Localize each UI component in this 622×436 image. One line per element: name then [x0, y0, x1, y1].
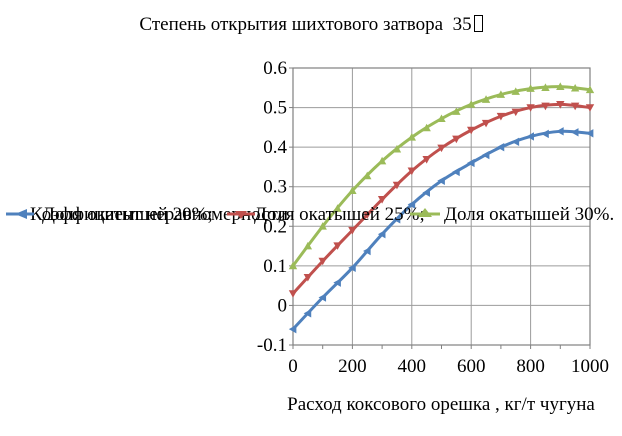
series-marker-triangle-left-icon — [511, 137, 520, 147]
series-marker-triangle-up-icon — [511, 87, 520, 95]
series-marker-triangle-down-icon — [437, 144, 446, 153]
series-marker-triangle-left-icon — [570, 128, 579, 137]
y-tick-label: 0.6 — [263, 58, 287, 79]
series-marker-triangle-left-icon — [363, 246, 371, 256]
series-marker-triangle-left-icon — [377, 230, 386, 239]
series-marker-triangle-up-icon — [363, 171, 372, 180]
series-marker-triangle-down-icon — [348, 226, 357, 235]
series-marker-triangle-left-icon — [303, 309, 312, 318]
series-marker-triangle-down-icon — [377, 196, 387, 204]
series-marker-triangle-up-icon — [437, 114, 446, 123]
series-marker-triangle-left-icon — [422, 188, 431, 197]
chart-title-row: Степень открытия шихтового затвора 35 — [0, 14, 622, 36]
series-marker-triangle-down-icon — [511, 108, 520, 117]
series-marker-triangle-up-icon — [422, 123, 431, 132]
legend-label-series-20: Доля окатышей 20%; — [42, 204, 213, 225]
legend-triangle-left-icon — [15, 209, 27, 219]
series-marker-triangle-left-icon — [541, 129, 549, 139]
y-tick-label: -0.1 — [257, 335, 287, 356]
series-marker-triangle-up-icon — [452, 107, 461, 115]
legend-marker-series-25 — [227, 211, 255, 219]
missing-glyph-icon — [473, 15, 483, 32]
series-marker-triangle-up-icon — [407, 133, 416, 141]
x-tick-label: 0 — [288, 356, 298, 377]
series-marker-triangle-up-icon — [570, 83, 580, 92]
series-marker-triangle-down-icon — [407, 167, 416, 176]
legend-triangle-down-icon — [235, 211, 247, 219]
series-line-30 — [291, 85, 592, 268]
legend-triangle-up-icon — [418, 208, 432, 217]
x-tick-label: 1000 — [571, 356, 609, 377]
series-marker-triangle-down-icon — [363, 211, 372, 220]
series-marker-triangle-up-icon — [288, 261, 298, 270]
series-marker-triangle-down-icon — [481, 119, 491, 128]
series-marker-triangle-left-icon — [392, 215, 401, 224]
series-marker-triangle-left-icon — [333, 278, 341, 287]
series-marker-triangle-down-icon — [467, 126, 476, 135]
series-marker-triangle-up-icon — [541, 83, 550, 91]
series-marker-triangle-up-icon — [333, 204, 342, 212]
y-tick-label: 0 — [278, 295, 288, 316]
series-marker-triangle-left-icon — [496, 142, 505, 152]
series-marker-triangle-down-icon — [526, 104, 535, 112]
series-marker-triangle-up-icon — [526, 84, 535, 92]
series-marker-triangle-left-icon — [407, 200, 416, 209]
series-marker-triangle-left-icon — [452, 167, 460, 177]
series-marker-triangle-left-icon — [437, 176, 445, 185]
x-axis-title: Расход коксового орешка , кг/т чугуна — [287, 394, 595, 415]
series-marker-triangle-left-icon — [481, 150, 490, 160]
series-marker-triangle-left-icon — [318, 293, 327, 302]
series-marker-triangle-down-icon — [333, 242, 342, 250]
series-marker-triangle-left-icon — [288, 324, 297, 334]
series-marker-triangle-up-icon — [496, 90, 506, 98]
series-marker-triangle-up-icon — [467, 100, 476, 108]
series-marker-triangle-up-icon — [585, 85, 595, 94]
series-marker-triangle-up-icon — [318, 222, 327, 230]
x-tick-label: 200 — [338, 356, 367, 377]
series-marker-triangle-up-icon — [481, 95, 491, 103]
x-tick-label: 800 — [516, 356, 545, 377]
legend-marker-series-20 — [6, 209, 34, 219]
series-marker-triangle-left-icon — [585, 129, 594, 138]
y-tick-label: 0.5 — [263, 98, 287, 119]
series-marker-triangle-left-icon — [467, 158, 475, 168]
y-tick-label: 0.3 — [263, 177, 287, 198]
series-marker-triangle-down-icon — [556, 101, 565, 109]
y-tick-label: 0.4 — [263, 137, 287, 158]
series-marker-triangle-left-icon — [556, 127, 564, 136]
series-marker-triangle-down-icon — [422, 156, 431, 164]
legend-label-series-25: Доля окатышей 25%; — [254, 204, 425, 225]
y-tick-label: 0.1 — [263, 256, 287, 277]
series-marker-triangle-up-icon — [392, 144, 402, 153]
series-marker-triangle-down-icon — [452, 135, 461, 144]
series-marker-triangle-down-icon — [541, 102, 550, 111]
series-marker-triangle-down-icon — [496, 112, 506, 121]
series-marker-triangle-up-icon — [556, 82, 565, 90]
series-marker-triangle-left-icon — [348, 263, 356, 273]
y-axis-title: Коэффициент неравномерности — [30, 204, 288, 225]
series-marker-triangle-down-icon — [318, 257, 327, 266]
x-tick-label: 400 — [398, 356, 427, 377]
legend-marker-series-30 — [410, 208, 440, 217]
series-marker-triangle-down-icon — [288, 290, 298, 298]
x-tick-label: 600 — [457, 356, 486, 377]
legend-label-series-30: Доля окатышей 30%. — [444, 204, 615, 225]
series-marker-triangle-up-icon — [303, 241, 313, 250]
y-tick-label: 0.2 — [263, 216, 287, 237]
series-marker-triangle-up-icon — [377, 156, 387, 165]
series-marker-triangle-up-icon — [348, 186, 357, 195]
series-marker-triangle-down-icon — [392, 181, 402, 190]
series-marker-triangle-left-icon — [526, 132, 534, 141]
series-line-20 — [291, 129, 592, 331]
series-marker-triangle-down-icon — [585, 104, 595, 112]
series-marker-triangle-down-icon — [570, 102, 580, 111]
series-marker-triangle-down-icon — [303, 273, 313, 282]
chart-title: Степень открытия шихтового затвора 35 — [139, 14, 472, 35]
